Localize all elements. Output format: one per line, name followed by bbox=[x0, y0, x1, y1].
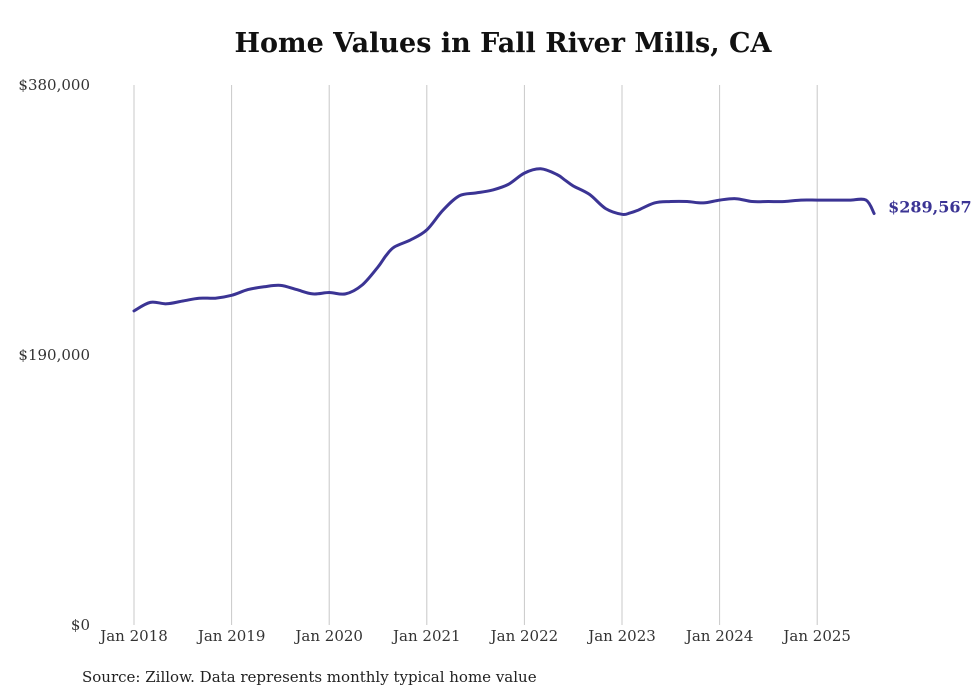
x-tick-label: Jan 2018 bbox=[98, 627, 168, 645]
series-line bbox=[132, 167, 876, 313]
x-tick-label: Jan 2024 bbox=[684, 627, 754, 645]
x-tick-label: Jan 2020 bbox=[293, 627, 363, 645]
chart-title: Home Values in Fall River Mills, CA bbox=[234, 28, 772, 59]
end-value-label: $289,567 bbox=[888, 198, 972, 217]
y-tick-label: $380,000 bbox=[18, 76, 90, 94]
y-axis-ticks: $0 $190,000 $380,000 bbox=[18, 76, 90, 634]
source-note: Source: Zillow. Data represents monthly … bbox=[82, 668, 537, 686]
y-tick-label: $190,000 bbox=[18, 346, 90, 364]
x-tick-label: Jan 2021 bbox=[391, 627, 461, 645]
y-tick-label: $0 bbox=[71, 616, 90, 634]
x-tick-label: Jan 2025 bbox=[781, 627, 851, 645]
x-tick-label: Jan 2019 bbox=[196, 627, 266, 645]
x-axis-ticks: Jan 2018 Jan 2019 Jan 2020 Jan 2021 Jan 2022… bbox=[98, 627, 851, 645]
line-chart: $0$190,000$380,000 Jan 2018 Jan 2019 Jan 2… bbox=[18, 76, 972, 645]
x-tick-label: Jan 2023 bbox=[586, 627, 656, 645]
gridlines bbox=[133, 85, 818, 625]
x-tick-label: Jan 2022 bbox=[489, 627, 559, 645]
